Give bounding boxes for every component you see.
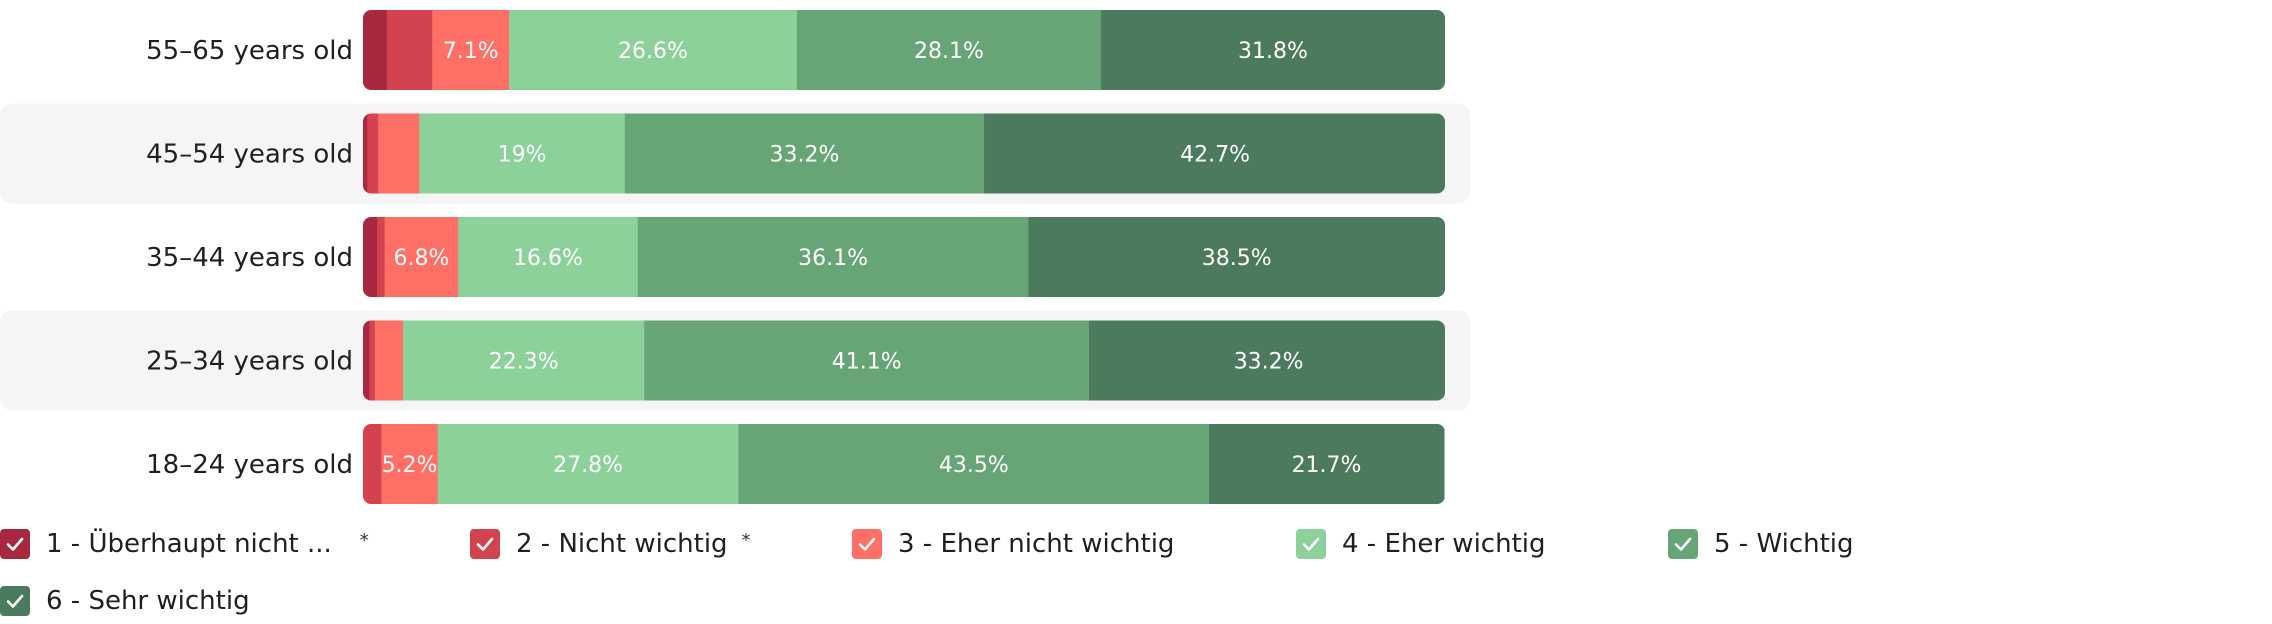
bar-value-label: 41.1% (832, 350, 902, 375)
bar-segment[interactable] (624, 113, 985, 194)
bar-value-label: 16.6% (513, 246, 583, 271)
legend-marker: * (741, 529, 751, 551)
legend-item[interactable]: 5 - Wichtig (1668, 524, 1854, 564)
bar-segment[interactable] (419, 113, 626, 194)
legend-item[interactable]: 4 - Eher wichtig (1296, 524, 1546, 564)
bar-segment[interactable] (432, 10, 510, 90)
bar-segment[interactable] (403, 320, 645, 401)
legend-item[interactable]: 2 - Nicht wichtig * (470, 524, 751, 564)
bar-segment[interactable] (374, 320, 404, 401)
bar-value-label: 33.2% (1234, 350, 1304, 375)
bar-value-label: 42.7% (1180, 143, 1250, 168)
bar-segment[interactable] (386, 10, 433, 90)
bar-segment[interactable] (637, 217, 1030, 297)
bar-row (363, 424, 1445, 504)
bar-segment[interactable] (384, 217, 459, 297)
bar-segment[interactable] (1209, 424, 1445, 504)
checkbox-icon[interactable] (0, 586, 30, 616)
legend-label: 2 - Nicht wichtig (516, 529, 728, 559)
bar-value-label: 7.1% (443, 39, 499, 64)
bar-segment[interactable] (1028, 217, 1445, 297)
legend-marker: * (359, 529, 369, 551)
legend-label: 1 - Überhaupt nicht ... (46, 529, 332, 559)
legend-item[interactable]: 1 - Überhaupt nicht ... * (0, 524, 369, 564)
checkbox-icon[interactable] (1668, 529, 1698, 559)
bar-segment[interactable] (367, 113, 379, 194)
bar-segment[interactable] (509, 10, 798, 90)
legend-label: 3 - Eher nicht wichtig (898, 529, 1175, 559)
bar-value-label: 28.1% (914, 39, 984, 64)
bar-row (363, 217, 1445, 297)
checkbox-icon[interactable] (1296, 529, 1326, 559)
bar-row (363, 113, 1447, 194)
bar-segment[interactable] (738, 424, 1210, 504)
bar-segment[interactable] (796, 10, 1102, 90)
bar-value-label: 36.1% (798, 246, 868, 271)
bar-segment[interactable] (984, 113, 1447, 194)
bar-segment[interactable] (377, 217, 386, 297)
bar-segment[interactable] (644, 320, 1090, 401)
bar-value-label: 27.8% (553, 453, 623, 478)
bar-row (363, 10, 1446, 90)
checkbox-icon[interactable] (852, 529, 882, 559)
bar-value-label: 6.8% (393, 246, 449, 271)
bar-segment[interactable] (1100, 10, 1446, 90)
bar-value-label: 43.5% (939, 453, 1009, 478)
bar-segment[interactable] (378, 113, 420, 194)
bar-value-label: 21.7% (1292, 453, 1362, 478)
bar-segment[interactable] (363, 113, 368, 194)
bar-segment[interactable] (381, 424, 439, 504)
row-label: 35–44 years old (146, 243, 353, 273)
checkbox-icon[interactable] (0, 529, 30, 559)
bar-segment[interactable] (363, 424, 382, 504)
bar-segment[interactable] (1089, 320, 1449, 401)
legend-label: 5 - Wichtig (1714, 529, 1854, 559)
bar-segment[interactable] (363, 10, 388, 90)
row-label: 45–54 years old (146, 140, 353, 170)
bar-row (363, 320, 1449, 401)
bar-value-label: 26.6% (618, 39, 688, 64)
legend-label: 4 - Eher wichtig (1342, 529, 1546, 559)
legend-item[interactable]: 6 - Sehr wichtig (0, 581, 250, 621)
bar-segment[interactable] (363, 217, 378, 297)
bar-segment[interactable] (369, 320, 376, 401)
legend-item[interactable]: 3 - Eher nicht wichtig (852, 524, 1174, 564)
bar-value-label: 5.2% (382, 453, 438, 478)
row-label: 18–24 years old (146, 450, 353, 480)
row-label: 25–34 years old (146, 347, 353, 377)
bar-value-label: 38.5% (1202, 246, 1272, 271)
bar-value-label: 19% (498, 143, 547, 168)
checkbox-icon[interactable] (470, 529, 500, 559)
bar-segment[interactable] (437, 424, 740, 504)
bar-value-label: 33.2% (770, 143, 840, 168)
bar-value-label: 31.8% (1238, 39, 1308, 64)
legend-label: 6 - Sehr wichtig (46, 586, 250, 616)
bar-segment[interactable] (458, 217, 639, 297)
bar-value-label: 22.3% (489, 350, 559, 375)
row-label: 55–65 years old (146, 36, 353, 66)
bar-segment[interactable] (363, 320, 371, 401)
